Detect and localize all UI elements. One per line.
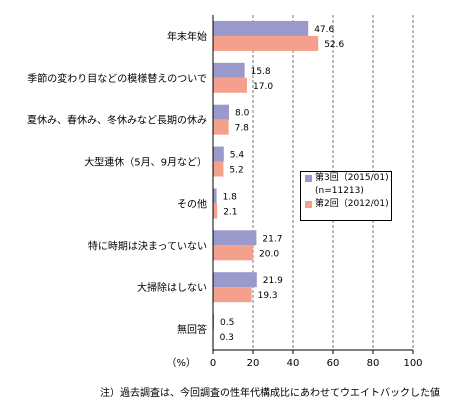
value-label-s2-2: 7.8 [235,124,250,134]
value-label-s1-2: 8.0 [235,109,250,119]
category-label-0: 年末年始 [167,30,207,43]
value-label-s2-0: 52.6 [324,40,344,50]
bar-s1-5 [213,230,257,246]
category-label-2: 夏休み、春休み、冬休みなど長期の休み [27,114,207,127]
value-label-s2-4: 2.1 [223,207,237,217]
category-label-6: 大掃除はしない [137,281,207,294]
category-label-1: 季節の変わり目などの模様替えのついで [27,72,207,85]
footnote: 注）過去調査は、今回調査の性年代構成比にあわせてウエイトバックした値 [100,388,440,399]
bar-s1-3 [213,146,224,162]
bar-s2-1 [213,77,247,93]
x-tick-label-5: 100 [403,358,422,369]
bar-s2-6 [213,287,252,303]
legend-note-series-1: (n=11213) [301,185,391,198]
bar-s1-4 [213,188,217,204]
bars [213,20,319,345]
x-tick-label-1: 20 [247,358,260,369]
value-label-s2-1: 17.0 [253,82,273,92]
bar-s2-3 [213,161,224,177]
legend-item-series-1: 第3回（2015/01) [301,172,391,185]
category-labels: 年末年始季節の変わり目などの模様替えのついで夏休み、春休み、冬休みなど長期の休み… [27,30,207,336]
x-tick-label-2: 40 [287,358,300,369]
bar-s1-6 [213,272,257,288]
legend-swatch-series-1 [305,175,312,182]
value-label-s1-3: 5.4 [230,151,245,161]
legend-label-series-2: 第2回（2012/01) [315,199,389,209]
x-tick-label-0: 0 [210,358,216,369]
category-label-4: その他 [177,197,207,210]
value-label-s1-6: 21.9 [263,276,283,286]
bar-s2-0 [213,35,319,51]
value-labels: 47.6 52.6 15.8 17.0 8.0 7.8 5.4 5.2 1.8 2.1 21.7 20… [220,25,345,343]
category-label-3: 大型連休（5月、9月など） [84,156,207,169]
legend-item-series-2: 第2回（2012/01) [301,198,391,211]
x-axis: 0 20 40 60 80 100 （%） [166,15,423,369]
value-label-s1-0: 47.6 [314,25,334,35]
bar-s1-0 [213,20,309,36]
bar-s2-2 [213,119,229,135]
category-label-7: 無回答 [177,323,207,336]
value-label-s2-7: 0.3 [220,333,234,343]
value-label-s2-3: 5.2 [229,166,243,176]
x-tick-label-4: 80 [367,358,380,369]
value-label-s2-6: 19.3 [258,291,278,301]
x-tick-label-3: 60 [327,358,340,369]
value-label-s1-7: 0.5 [220,318,234,328]
legend-extra-series-1: (n=11213) [315,186,364,196]
legend: 第3回（2015/01) (n=11213) 第2回（2012/01) [300,171,392,221]
legend-swatch-series-2 [305,201,312,208]
x-axis-unit: （%） [166,357,196,369]
value-label-s1-4: 1.8 [223,192,238,202]
bar-s1-1 [213,62,245,78]
bar-s2-5 [213,245,253,261]
category-label-5: 特に時期は決まっていない [88,240,207,252]
value-label-s1-5: 21.7 [262,234,282,244]
bar-s2-4 [213,203,218,219]
value-label-s2-5: 20.0 [259,249,279,259]
bar-s1-2 [213,104,229,120]
value-label-s1-1: 15.8 [251,67,271,77]
legend-label-series-1: 第3回（2015/01) [315,173,389,183]
